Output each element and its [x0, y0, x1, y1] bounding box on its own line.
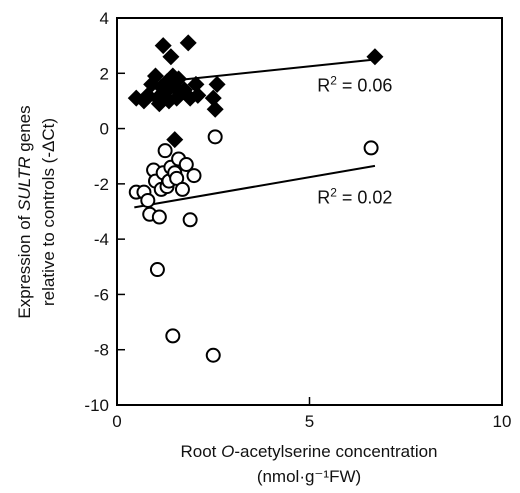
r-squared-exponent: 2: [330, 74, 337, 88]
chart-axes: 0 5 10 4 2 0 -2 -4 -6 -8 -10: [84, 9, 511, 431]
data-point-diamond: [162, 48, 180, 66]
data-point-diamond: [189, 86, 207, 104]
data-point-circle: [182, 212, 198, 228]
data-point-circle: [363, 140, 379, 156]
data-point-circle: [140, 192, 156, 208]
data-point-circle: [174, 181, 190, 197]
y-tick-label: 0: [100, 120, 109, 139]
data-point-circle: [207, 129, 223, 145]
chart-marks: [127, 34, 384, 363]
data-point-diamond: [366, 48, 384, 66]
data-point-circle: [149, 262, 165, 278]
data-point-diamond: [187, 75, 205, 93]
data-point-circle: [205, 347, 221, 363]
x-axis-title-line1: Root O-acetylserine concentration: [180, 442, 437, 461]
y-axis-title-italic: SULTR: [15, 156, 34, 210]
trend-line: [163, 58, 376, 83]
x-axis-title-suffix: -acetylserine concentration: [234, 442, 437, 461]
data-point-circle: [157, 143, 173, 159]
y-tick-label: -8: [94, 341, 109, 360]
data-point-circle: [178, 157, 194, 173]
data-point-diamond: [154, 37, 172, 55]
x-axis-title-line2: (nmol·g⁻¹FW): [257, 467, 361, 486]
y-tick-label: -2: [94, 175, 109, 194]
data-point-diamond: [206, 100, 224, 118]
r-squared-value: = 0.02: [337, 188, 393, 208]
x-tick-label: 5: [305, 412, 314, 431]
data-point-diamond: [204, 89, 222, 107]
r-squared-value: = 0.06: [337, 76, 393, 96]
x-axis-title-prefix: Root: [180, 442, 221, 461]
y-tick-label: 4: [100, 9, 109, 28]
y-axis-title-line2: relative to controls (-ΔCt): [39, 118, 58, 306]
data-point-diamond: [208, 75, 226, 93]
y-axis-title-prefix: Expression of: [15, 211, 34, 319]
y-tick-label: -6: [94, 285, 109, 304]
r-squared-exponent: 2: [330, 186, 337, 200]
y-axis-title-line1: Expression of SULTR genes: [15, 105, 34, 318]
x-tick-label: 0: [112, 412, 121, 431]
data-point-circle: [165, 328, 181, 344]
trend-line: [134, 164, 376, 209]
data-point-diamond: [179, 34, 197, 52]
r-squared-annotation-diamonds: R2 = 0.06: [317, 74, 392, 96]
data-point-circle: [186, 168, 202, 184]
data-point-diamond: [166, 131, 184, 149]
y-tick-label: 2: [100, 64, 109, 83]
y-tick-label: -4: [94, 230, 109, 249]
y-axis-title-suffix: genes: [15, 105, 34, 156]
r-squared-prefix: R: [317, 76, 330, 96]
y-tick-label: -10: [84, 396, 109, 415]
x-axis-title-italic: O: [221, 442, 234, 461]
data-point-circle: [151, 209, 167, 225]
r-squared-prefix: R: [317, 188, 330, 208]
x-tick-label: 10: [493, 412, 512, 431]
r-squared-annotation-circles: R2 = 0.02: [317, 186, 392, 208]
